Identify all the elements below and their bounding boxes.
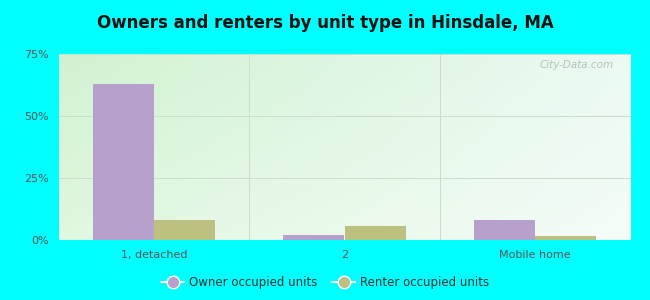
Bar [93,84,154,240]
Text: City-Data.com: City-Data.com [540,60,614,70]
Legend: Owner occupied units, Renter occupied units: Owner occupied units, Renter occupied un… [156,272,494,294]
Bar [154,220,215,240]
Bar [474,220,535,240]
Text: Owners and renters by unit type in Hinsdale, MA: Owners and renters by unit type in Hinsd… [97,14,553,32]
Bar [283,235,344,240]
Bar [344,226,406,240]
Bar [535,236,596,240]
